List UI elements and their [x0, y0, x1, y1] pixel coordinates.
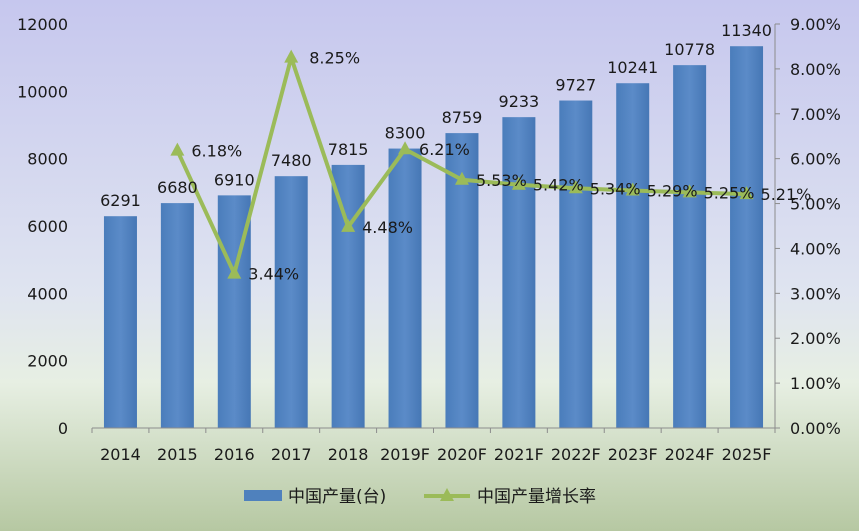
x-axis-tick-label: 2016 [214, 445, 255, 464]
line-value-label: 5.25% [704, 183, 755, 202]
bar-2022F [559, 100, 593, 429]
line-value-label: 6.18% [191, 142, 242, 161]
growth-rate-marker [454, 171, 469, 185]
right-axis-tick-label: 5.00% [790, 195, 841, 214]
bar-value-label: 6910 [214, 170, 255, 189]
bar-value-label: 8759 [442, 108, 483, 127]
bar-value-label: 8300 [385, 124, 426, 143]
right-axis-tick-label: 2.00% [790, 329, 841, 348]
legend-label-bar: 中国产量(台) [288, 487, 386, 507]
right-axis-tick-label: 4.00% [790, 239, 841, 258]
x-axis-tick-label: 2015 [157, 445, 198, 464]
bar-value-label: 10241 [607, 58, 658, 77]
growth-rate-marker [568, 180, 583, 194]
growth-rate-marker [682, 184, 697, 198]
growth-rate-marker [511, 176, 526, 190]
right-axis-tick-label: 6.00% [790, 150, 841, 169]
growth-rate-marker [170, 142, 185, 156]
line-value-label: 8.25% [309, 49, 360, 68]
x-axis-tick-label: 2018 [328, 445, 369, 464]
x-axis-tick-label: 2014 [100, 445, 141, 464]
left-axis-tick-label: 6000 [27, 217, 68, 236]
legend-swatch-marker [440, 488, 454, 501]
bar-value-label: 9727 [555, 76, 596, 95]
bar-2024F [673, 65, 707, 429]
growth-rate-marker [227, 265, 242, 279]
line-value-label: 5.21% [761, 185, 812, 204]
growth-rate-marker [284, 49, 299, 63]
bar-2017 [274, 176, 308, 428]
x-axis-tick-label: 2025F [722, 445, 772, 464]
bar-value-label: 9233 [499, 92, 540, 111]
growth-rate-marker [341, 218, 356, 232]
x-axis-tick-label: 2019F [380, 445, 430, 464]
bar-value-label: 7480 [271, 151, 312, 170]
line-value-label: 6.21% [419, 140, 470, 159]
x-axis-tick-label: 2020F [437, 445, 487, 464]
right-axis-tick-label: 9.00% [790, 15, 841, 34]
bar-2015 [160, 203, 194, 428]
data-labels: 6291 6680 6910 7480 7815 8300 8759 9233 9727 1024… [100, 21, 811, 283]
growth-rate-marker [398, 141, 413, 155]
bar-2023F [616, 83, 650, 428]
left-axis-tick-label: 12000 [17, 15, 68, 34]
line-value-label: 3.44% [248, 265, 299, 284]
line-value-label: 5.29% [647, 182, 698, 201]
line-value-label: 4.48% [362, 218, 413, 237]
legend: 中国产量(台) 中国产量增长率 [244, 487, 596, 507]
legend-label-line: 中国产量增长率 [477, 487, 596, 507]
line-value-label: 5.53% [476, 171, 527, 190]
axes: 0 2000 4000 6000 8000 10000 12000 0.00% 1.00% 2.0… [17, 15, 841, 464]
bar-2014 [103, 216, 137, 428]
bar-2025F [730, 46, 764, 428]
bar-value-label: 10778 [664, 40, 715, 59]
legend-swatch-bar [244, 490, 282, 501]
bar-2018 [331, 164, 365, 428]
bar-2019F [388, 148, 422, 429]
line-value-label: 5.34% [590, 179, 641, 198]
x-axis-tick-label: 2024F [665, 445, 715, 464]
x-axis-tick-label: 2021F [494, 445, 544, 464]
bar-value-label: 6291 [100, 191, 141, 210]
bar-value-label: 11340 [721, 21, 772, 40]
bar-value-label: 6680 [157, 178, 198, 197]
right-axis-tick-label: 0.00% [790, 419, 841, 438]
right-axis-tick-label: 1.00% [790, 374, 841, 393]
x-axis-tick-label: 2017 [271, 445, 312, 464]
growth-rate-marker [625, 182, 640, 196]
line-value-label: 5.42% [533, 176, 584, 195]
right-axis-tick-label: 8.00% [790, 60, 841, 79]
left-axis-tick-label: 10000 [17, 82, 68, 101]
left-axis-tick-label: 4000 [27, 284, 68, 303]
bar-value-label: 7815 [328, 140, 369, 159]
bar-2021F [502, 117, 536, 428]
growth-rate-marker [739, 186, 754, 200]
x-axis-tick-label: 2023F [608, 445, 658, 464]
line-series [170, 49, 754, 279]
right-axis-tick-label: 7.00% [790, 105, 841, 124]
left-axis-tick-label: 8000 [27, 150, 68, 169]
x-axis-tick-label: 2022F [551, 445, 601, 464]
left-axis-tick-label: 0 [58, 419, 68, 438]
right-axis-tick-label: 3.00% [790, 284, 841, 303]
left-axis-tick-label: 2000 [27, 352, 68, 371]
